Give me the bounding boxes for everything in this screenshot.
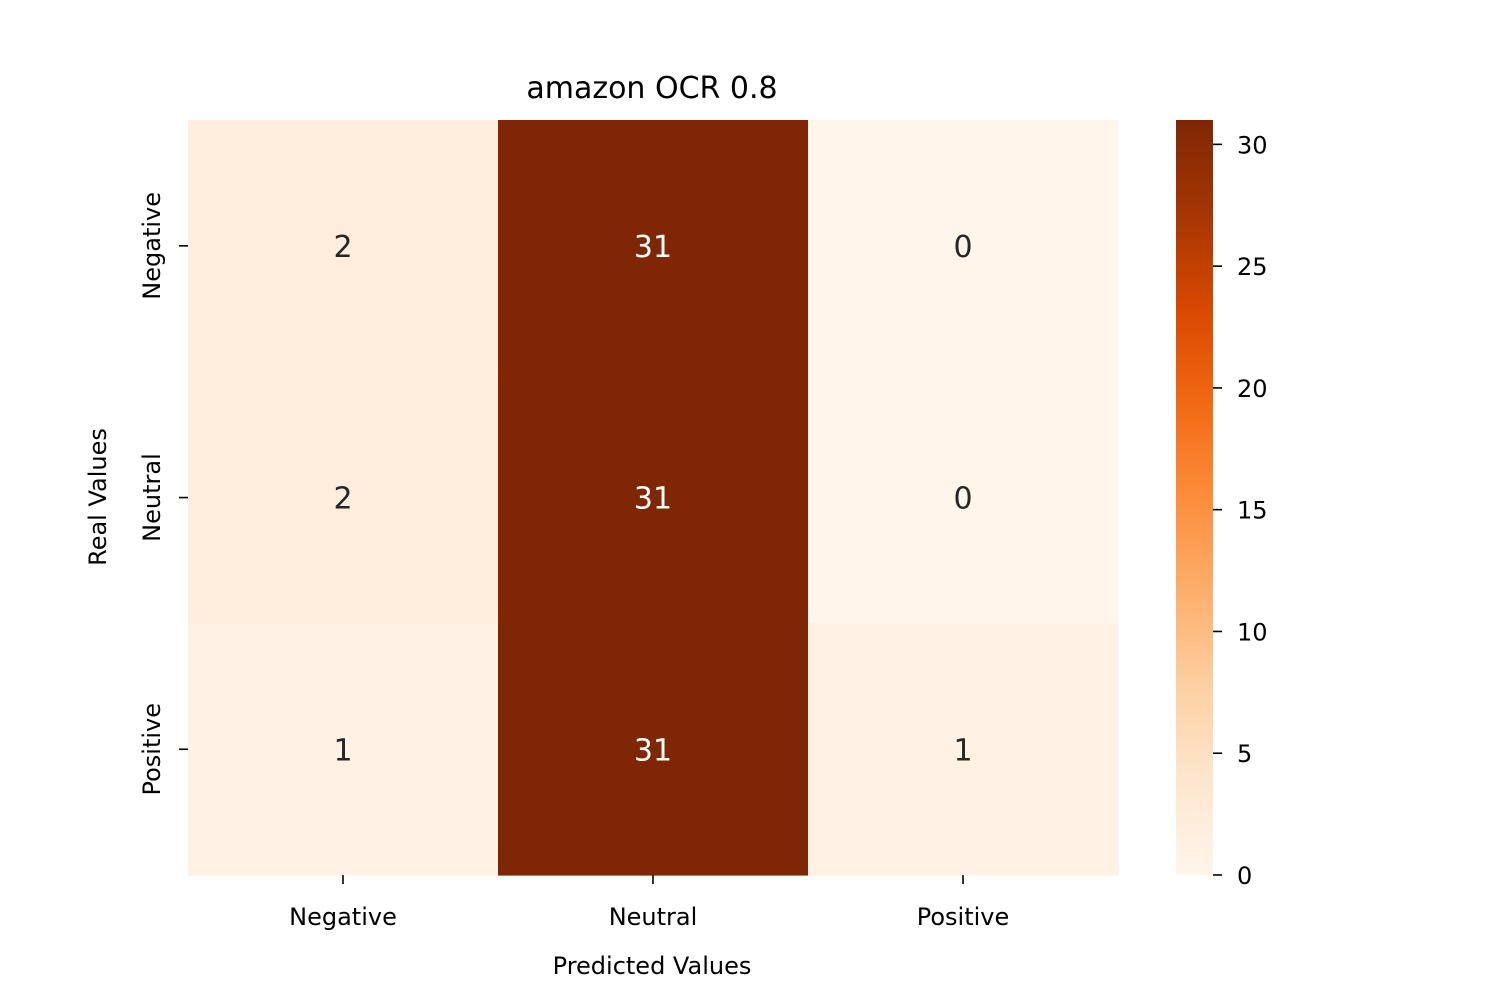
cell-value-label: 2	[333, 482, 352, 517]
heatmap-cell	[808, 623, 1119, 876]
colorbar-tick-label: 5	[1237, 740, 1252, 768]
heatmap-annotations: 2 31 0 2 31 0 1 31 1	[333, 230, 972, 768]
x-axis-label: Predicted Values	[553, 952, 752, 980]
x-axis-ticks: Negative Neutral Positive	[289, 875, 1009, 931]
y-axis-ticks: Negative Neutral Positive	[138, 192, 188, 796]
colorbar-tick-label: 10	[1237, 618, 1268, 646]
cell-value-label: 31	[634, 733, 672, 768]
colorbar-tick-label: 30	[1237, 131, 1268, 159]
colorbar	[1176, 120, 1213, 875]
y-axis-label: Real Values	[84, 428, 112, 566]
colorbar-tick-label: 15	[1237, 497, 1268, 525]
heatmap-cell	[498, 371, 809, 624]
heatmap-cell	[188, 371, 499, 624]
cell-value-label: 2	[333, 230, 352, 265]
y-tick-label: Positive	[138, 703, 166, 796]
x-tick-label: Negative	[289, 903, 397, 931]
x-tick-label: Positive	[917, 903, 1010, 931]
colorbar-tick-label: 20	[1237, 375, 1268, 403]
colorbar-ticks: 0 5 10 15 20 25 30	[1213, 131, 1268, 890]
heatmap-cell	[808, 120, 1119, 373]
cell-value-label: 0	[953, 230, 972, 265]
cell-value-label: 31	[634, 482, 672, 517]
colorbar-tick-label: 0	[1237, 862, 1252, 890]
heatmap-cell	[188, 120, 499, 373]
cell-value-label: 1	[333, 733, 352, 768]
y-tick-label: Negative	[138, 192, 166, 300]
heatmap-cell	[498, 120, 809, 373]
heatmap-cells	[188, 120, 1119, 876]
x-tick-label: Neutral	[609, 903, 698, 931]
heatmap-cell	[808, 371, 1119, 624]
heatmap-cell	[188, 623, 499, 876]
colorbar-tick-label: 25	[1237, 253, 1268, 281]
cell-value-label: 0	[953, 482, 972, 517]
cell-value-label: 31	[634, 230, 672, 265]
cell-value-label: 1	[953, 733, 972, 768]
heatmap-cell	[498, 623, 809, 876]
chart-title: amazon OCR 0.8	[526, 71, 777, 106]
y-tick-label: Neutral	[138, 453, 166, 542]
